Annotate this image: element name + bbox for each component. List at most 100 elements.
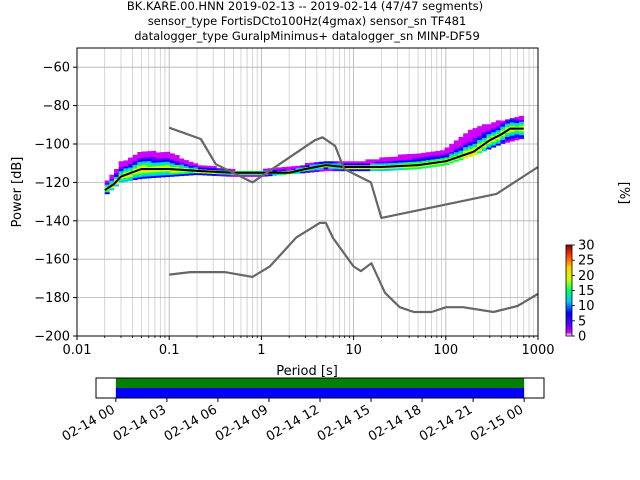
- density-cell: [365, 168, 371, 172]
- density-cell: [439, 163, 445, 166]
- density-cell: [132, 175, 138, 179]
- density-cell: [449, 159, 455, 162]
- density-cell: [467, 133, 473, 136]
- colorbar-label: [%]: [616, 182, 631, 205]
- density-cell: [393, 158, 399, 161]
- density-cell: [374, 163, 380, 166]
- density-cell: [132, 177, 138, 181]
- density-cell: [137, 159, 143, 162]
- density-cell: [370, 168, 376, 172]
- density-cell: [402, 158, 408, 161]
- density-cell: [128, 178, 133, 181]
- density-cell: [439, 161, 445, 164]
- density-cell: [472, 139, 478, 142]
- density-cell: [425, 163, 431, 166]
- density-cell: [151, 170, 157, 173]
- density-cell: [123, 171, 129, 175]
- density-cell: [137, 161, 143, 164]
- y-tick-label: −120: [34, 176, 70, 191]
- density-cell: [151, 171, 157, 175]
- density-cell: [374, 167, 380, 170]
- density-cell: [411, 165, 417, 168]
- x-tick-label: 0.1: [159, 343, 180, 358]
- density-cell: [439, 150, 445, 153]
- density-cell: [323, 168, 329, 172]
- density-cell: [472, 153, 478, 156]
- density-cell: [160, 171, 166, 174]
- density-cell: [290, 171, 296, 175]
- density-cell: [477, 149, 483, 152]
- density-cell: [141, 159, 147, 162]
- density-cell: [188, 163, 194, 166]
- density-cell: [425, 152, 431, 155]
- colorbar-tick-label: 20: [578, 269, 595, 284]
- density-cell: [211, 167, 217, 171]
- density-cell: [128, 176, 133, 180]
- density-cell: [519, 115, 525, 119]
- density-cell: [365, 159, 371, 162]
- density-cell: [491, 131, 497, 135]
- density-cell: [467, 137, 473, 140]
- density-cell: [207, 173, 213, 176]
- density-cell: [128, 169, 133, 172]
- density-cell: [155, 160, 161, 163]
- density-cell: [379, 168, 385, 172]
- timeline-tick-label: 02-14 00: [60, 402, 118, 444]
- density-cell: [132, 154, 138, 158]
- density-cell: [128, 159, 133, 162]
- colorbar-tick-label: 0: [578, 330, 586, 345]
- density-cell: [263, 174, 268, 177]
- density-cell: [253, 172, 259, 176]
- density-cell: [398, 160, 403, 163]
- density-cell: [165, 170, 171, 174]
- density-cell: [495, 126, 501, 129]
- density-cell: [151, 152, 157, 155]
- density-cell: [430, 153, 436, 156]
- density-cell: [435, 152, 441, 156]
- density-cell: [160, 155, 166, 159]
- density-cell: [165, 155, 171, 158]
- density-cell: [500, 120, 506, 123]
- density-cell: [444, 147, 450, 150]
- density-cell: [137, 167, 143, 170]
- density-cell: [411, 153, 417, 157]
- density-cell: [132, 162, 138, 165]
- density-cell: [495, 143, 501, 146]
- density-cell: [514, 130, 520, 133]
- density-cell: [183, 165, 189, 169]
- density-cell: [467, 145, 473, 148]
- density-cell: [467, 143, 473, 146]
- density-cell: [519, 136, 525, 140]
- density-cell: [118, 170, 124, 174]
- density-cell: [365, 163, 371, 166]
- title-line-1: BK.KARE.00.HNN 2019-02-13 -- 2019-02-14 …: [127, 0, 483, 13]
- density-cell: [495, 141, 501, 144]
- density-cell: [160, 163, 166, 166]
- density-cell: [179, 158, 185, 161]
- density-cell: [160, 165, 166, 168]
- density-cell: [416, 153, 422, 156]
- density-cell: [458, 150, 464, 153]
- density-cell: [444, 155, 450, 158]
- density-cell: [342, 163, 348, 166]
- density-cell: [211, 166, 217, 169]
- density-cell: [495, 137, 501, 140]
- timeline-tick-label: 02-14 21: [417, 402, 475, 444]
- density-cell: [174, 156, 180, 160]
- density-cell: [300, 171, 306, 174]
- density-cell: [486, 129, 492, 133]
- density-cell: [193, 167, 199, 170]
- coverage-bars: [115, 378, 525, 398]
- density-cell: [128, 167, 133, 170]
- density-cell: [500, 141, 506, 144]
- density-cell: [123, 177, 129, 180]
- density-cell: [458, 136, 464, 140]
- density-cell: [137, 176, 143, 180]
- density-cell: [165, 153, 171, 156]
- density-cell: [155, 175, 161, 178]
- density-cell: [323, 167, 329, 170]
- density-cell: [314, 167, 320, 171]
- density-cell: [449, 153, 455, 156]
- density-cell: [379, 167, 385, 170]
- density-cell: [304, 168, 310, 172]
